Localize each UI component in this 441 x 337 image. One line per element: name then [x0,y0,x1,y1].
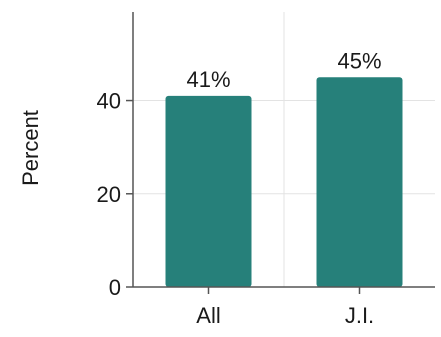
y-axis-label: Percent [18,110,43,186]
x-tick-label: All [196,303,220,328]
bar-all [165,95,252,287]
axes [132,12,435,288]
y-tick-label: 0 [109,275,121,300]
data-label: 41% [186,67,230,92]
x-tick-label: J.I. [345,303,374,328]
y-ticks: 0 20 40 [97,89,133,300]
bar-j-i [316,77,403,287]
y-tick-label: 20 [97,182,121,207]
bars [165,77,403,287]
data-labels: 41% 45% [186,48,381,92]
data-label: 45% [337,48,381,73]
x-ticks: All J.I. [196,287,374,328]
y-tick-label: 40 [97,89,121,114]
